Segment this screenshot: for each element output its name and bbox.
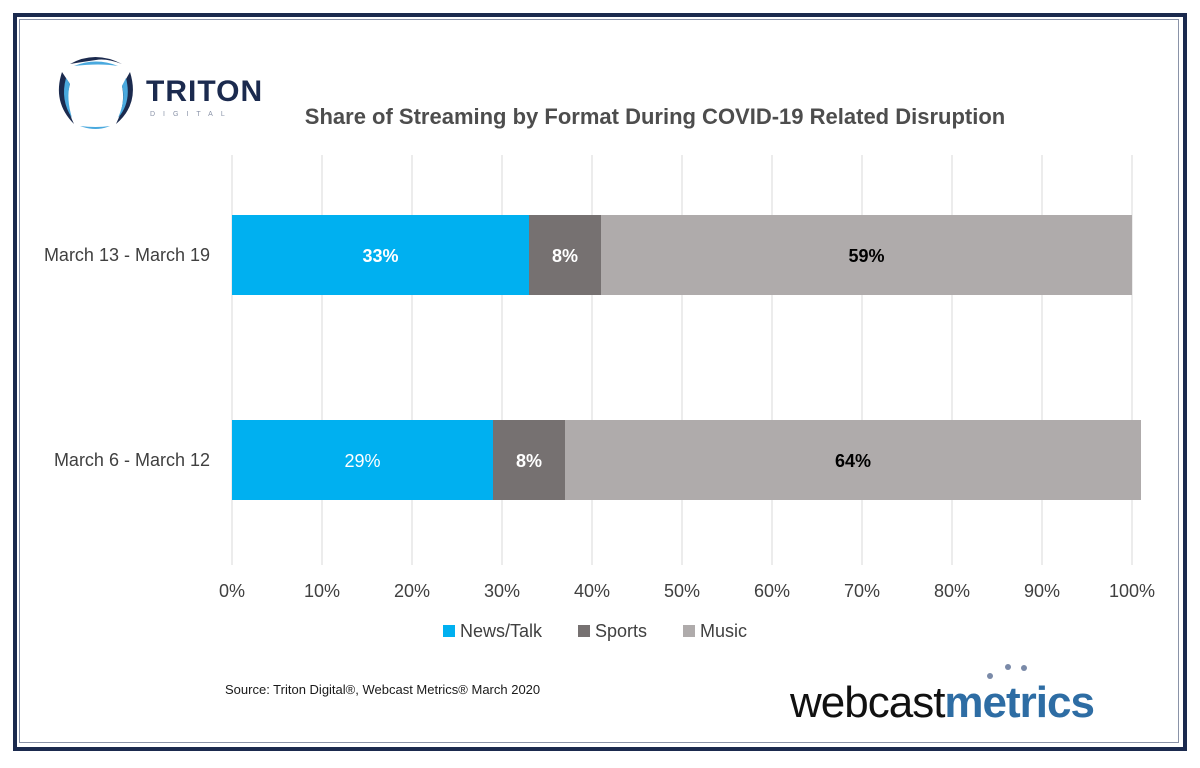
logo-dot: [987, 673, 993, 679]
chart-inner-border: [19, 19, 1179, 743]
x-tick-label: 100%: [1109, 581, 1155, 601]
legend-swatch: [443, 625, 455, 637]
bar-segment: [529, 215, 601, 295]
bars: [232, 215, 1141, 500]
legend-swatch: [578, 625, 590, 637]
x-tick-label: 20%: [394, 581, 430, 601]
x-tick-label: 10%: [304, 581, 340, 601]
x-tick-label: 70%: [844, 581, 880, 601]
chart-title: Share of Streaming by Format During COVI…: [305, 104, 1005, 129]
legend: News/Talk Sports Music: [443, 621, 747, 641]
x-tick-labels: 0% 10% 20% 30% 40% 50% 60% 70% 80% 90% 100%: [219, 581, 1155, 601]
bar-segment: [232, 420, 493, 500]
legend-label: News/Talk: [460, 621, 543, 641]
x-tick-label: 50%: [664, 581, 700, 601]
triton-logo: TRITON DIGITAL: [58, 57, 263, 129]
category-label: March 6 - March 12: [54, 450, 210, 470]
bar-data-label: 8%: [516, 451, 542, 471]
bar-segment: [601, 215, 1132, 295]
triton-logo-subtext: DIGITAL: [150, 111, 233, 118]
legend-label: Music: [700, 621, 747, 641]
x-tick-label: 90%: [1024, 581, 1060, 601]
x-tick-label: 40%: [574, 581, 610, 601]
x-tick-label: 0%: [219, 581, 245, 601]
legend-label: Sports: [595, 621, 647, 641]
logo-dot: [1005, 664, 1011, 670]
triton-logo-icon: [58, 57, 133, 129]
bar-labels: 33% 8% 59% 29% 8% 64%: [344, 246, 884, 471]
bar-segment: [493, 420, 565, 500]
legend-swatch: [683, 625, 695, 637]
bar-data-label: 64%: [835, 451, 871, 471]
bar-segment: [565, 420, 1141, 500]
x-tick-label: 80%: [934, 581, 970, 601]
x-tick-label: 30%: [484, 581, 520, 601]
source-note: Source: Triton Digital®, Webcast Metrics…: [225, 682, 540, 697]
triton-logo-text: TRITON: [146, 75, 263, 108]
webcastmetrics-logo-text: webcastmetrics: [789, 678, 1094, 727]
bar-data-label: 59%: [848, 246, 884, 266]
bar-segment: [232, 215, 529, 295]
category-label: March 13 - March 19: [44, 245, 210, 265]
logo-part-metrics: metrics: [944, 678, 1094, 727]
chart-frame: [13, 13, 1187, 751]
webcastmetrics-logo: webcastmetrics: [789, 664, 1095, 727]
bar-data-label: 29%: [344, 451, 380, 471]
category-labels: March 13 - March 19 March 6 - March 12: [44, 245, 210, 470]
x-tick-label: 60%: [754, 581, 790, 601]
logo-dot: [1021, 665, 1027, 671]
bar-data-label: 33%: [362, 246, 398, 266]
logo-part-webcast: webcast: [789, 678, 945, 727]
bar-data-label: 8%: [552, 246, 578, 266]
